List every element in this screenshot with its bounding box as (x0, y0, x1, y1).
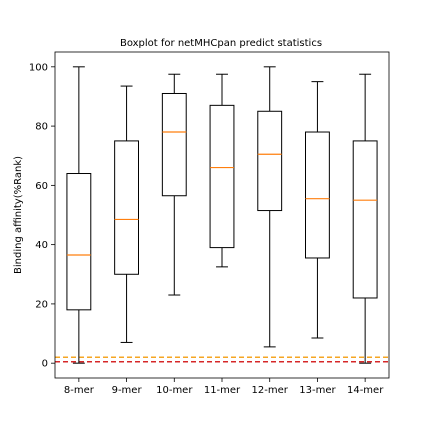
x-tick-label: 10-mer (156, 385, 193, 396)
x-tick-label: 9-mer (112, 385, 143, 396)
box-11-mer (209, 104, 235, 249)
chart-title: Boxplot for netMHCpan predict statistics (120, 38, 322, 49)
y-axis-label: Binding affinity(%Rank) (13, 156, 24, 274)
box-8-mer (66, 173, 92, 311)
box-14-mer (352, 140, 378, 299)
x-tick-label: 13-mer (299, 385, 336, 396)
y-tick-label: 100 (29, 62, 48, 73)
box-9-mer (114, 140, 140, 275)
y-tick-label: 80 (35, 122, 48, 133)
box-13-mer (305, 131, 330, 259)
box-10-mer (161, 92, 187, 197)
plot-area: 0 20 40 60 80 100 8-mer 9-mer 10-mer 11-mer 12-mer… (29, 51, 390, 396)
y-tick-label: 20 (35, 299, 48, 310)
box-12-mer (257, 110, 283, 212)
x-tick-label: 14-mer (347, 385, 384, 396)
y-tick-label: 0 (42, 359, 48, 370)
y-tick-label: 40 (35, 240, 48, 251)
x-tick-label: 8-mer (64, 385, 95, 396)
x-tick-label: 12-mer (252, 385, 289, 396)
y-tick-label: 60 (35, 181, 48, 192)
x-tick-label: 11-mer (204, 385, 241, 396)
